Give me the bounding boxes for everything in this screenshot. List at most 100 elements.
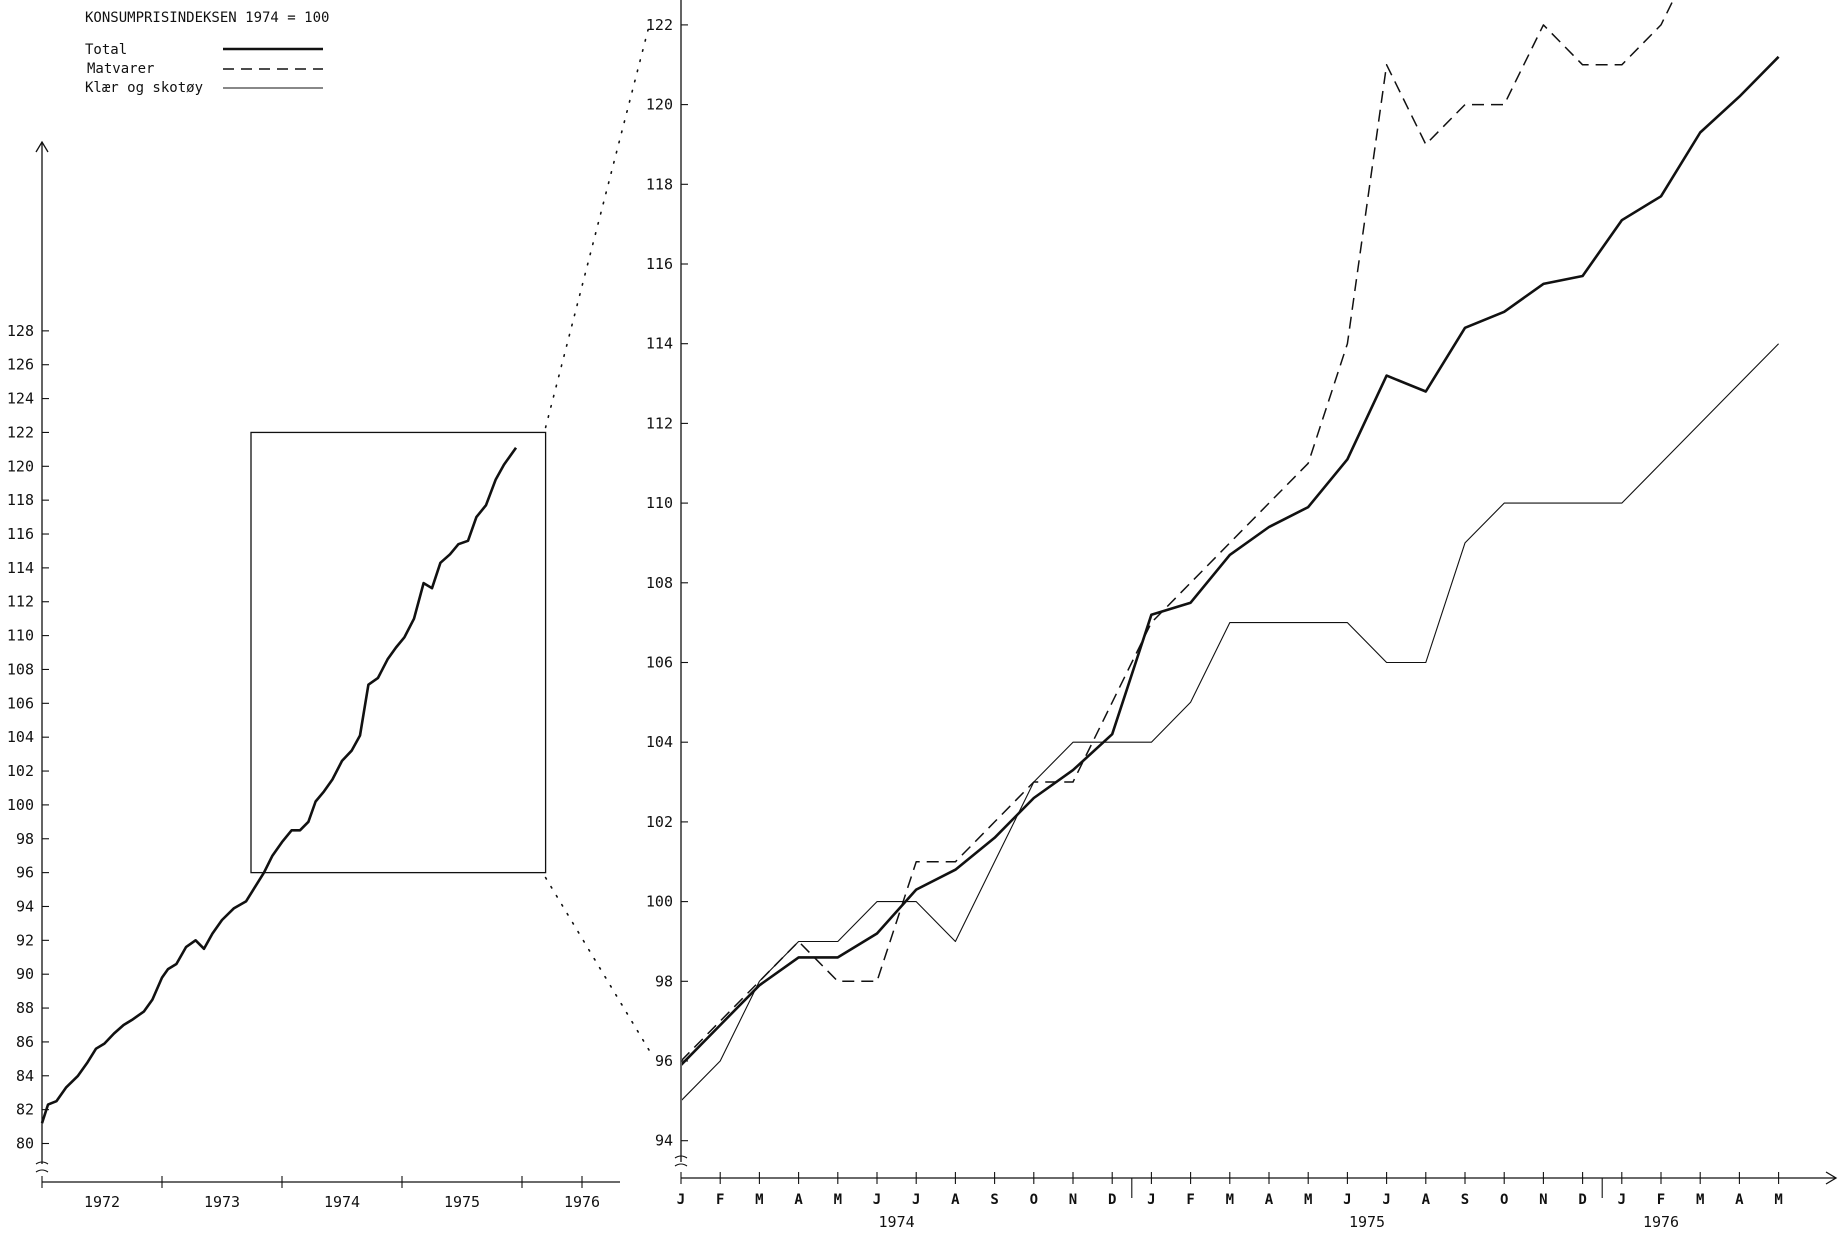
right-x-year-label: 1976 [1643,1213,1679,1231]
right-x-month-label: M [1226,1192,1234,1208]
left-y-tick-label: 84 [16,1067,34,1085]
left-y-tick-label: 92 [16,931,34,949]
left-x-tick-label: 1974 [324,1193,360,1211]
right-x-month-label: N [1069,1192,1077,1208]
right-x-month-label: O [1500,1192,1508,1208]
right-x-month-label: A [1265,1192,1274,1208]
left-y-tick-label: 98 [16,830,34,848]
right-x-ticks: J F M A M J J A S O N D J F M A M J J A S O N D J F M A M 1974 1975 197… [677,1172,1783,1231]
right-x-axis-arrow [1825,1171,1838,1185]
left-series-total-line [40,446,518,1124]
left-y-tick-label: 106 [7,694,34,712]
right-y-tick-label: 122 [646,16,673,34]
left-y-tick-label: 88 [16,999,34,1017]
right-x-month-label: M [1696,1192,1704,1208]
left-x-tick-label: 1975 [444,1193,480,1211]
left-y-tick-label: 94 [16,897,34,915]
right-series-matvarer-line [682,0,1675,1062]
left-y-tick-label: 104 [7,728,34,746]
right-x-month-label: J [912,1192,920,1208]
right-x-month-label: F [716,1192,724,1208]
right-y-tick-label: 104 [646,733,673,751]
right-x-month-label: J [1382,1192,1390,1208]
left-y-ticks: 80 82 84 86 88 90 92 94 96 98 100 102 104 106 108 110 11… [7,322,49,1153]
right-x-month-label: J [873,1192,881,1208]
zoom-box [250,29,653,1056]
left-y-tick-label: 124 [7,390,34,408]
right-x-month-label: A [794,1192,803,1208]
right-x-month-label: O [1030,1192,1038,1208]
right-x-month-label: J [1343,1192,1351,1208]
right-x-month-label: S [1461,1192,1469,1208]
legend-label-total: Total [85,42,127,58]
legend: Total Matvarer Klær og skotøy [85,42,323,96]
right-y-tick-label: 120 [646,96,673,114]
left-x-tick-label: 1976 [564,1193,600,1211]
right-x-month-label: F [1657,1192,1665,1208]
right-y-tick-label: 102 [646,813,673,831]
right-chart-axes [674,0,1838,1185]
right-y-tick-label: 118 [646,175,673,193]
right-x-month-label: M [834,1192,842,1208]
chart-title: KONSUMPRISINDEKSEN 1974 = 100 [85,10,329,26]
right-x-year-label: 1974 [879,1213,915,1231]
right-series [682,0,1780,1101]
right-series-total-line [682,55,1780,1066]
right-y-tick-label: 100 [646,893,673,911]
left-y-tick-label: 90 [16,965,34,983]
zoom-rectangle [250,431,547,874]
right-x-month-label: N [1539,1192,1547,1208]
right-y-tick-label: 116 [646,255,673,273]
left-y-tick-label: 96 [16,864,34,882]
left-y-tick-label: 116 [7,525,34,543]
left-y-tick-label: 118 [7,491,34,509]
right-y-tick-label: 110 [646,494,673,512]
right-x-month-label: D [1108,1192,1116,1208]
left-y-tick-label: 112 [7,593,34,611]
right-y-tick-label: 108 [646,574,673,592]
left-y-axis-arrow [35,140,49,153]
zoom-connector-top [544,29,649,429]
right-x-month-label: M [1304,1192,1312,1208]
left-y-tick-label: 120 [7,457,34,475]
legend-label-matvarer: Matvarer [87,61,154,77]
right-axis-break-icon [674,1155,688,1167]
left-y-tick-label: 86 [16,1033,34,1051]
left-x-ticks: 1972 1973 1974 1975 1976 [41,1176,600,1211]
right-x-month-label: A [1422,1192,1431,1208]
right-x-month-label: D [1578,1192,1586,1208]
left-y-tick-label: 128 [7,322,34,340]
left-y-tick-label: 108 [7,660,34,678]
right-x-month-label: F [1186,1192,1194,1208]
right-y-tick-label: 94 [655,1132,673,1150]
right-y-tick-label: 114 [646,335,673,353]
left-y-tick-label: 102 [7,762,34,780]
right-x-month-label: J [1618,1192,1626,1208]
left-y-tick-label: 122 [7,423,34,441]
right-y-tick-label: 112 [646,414,673,432]
right-x-month-label: M [1774,1192,1782,1208]
right-x-month-label: M [755,1192,763,1208]
left-chart-axes [35,140,620,1183]
left-y-tick-label: 114 [7,559,34,577]
right-y-ticks: 94 96 98 100 102 104 106 108 110 112 114 116 118 120 1… [646,16,688,1150]
right-y-tick-label: 96 [655,1052,673,1070]
left-y-tick-label: 82 [16,1101,34,1119]
right-x-month-label: A [1735,1192,1744,1208]
left-y-tick-label: 100 [7,796,34,814]
legend-label-klaer: Klær og skotøy [85,80,203,96]
left-y-tick-label: 110 [7,627,34,645]
right-series-klaer-line [682,343,1779,1101]
left-y-tick-label: 126 [7,356,34,374]
right-y-tick-label: 106 [646,654,673,672]
zoom-connector-bottom [544,876,653,1056]
right-y-tick-label: 98 [655,972,673,990]
right-x-month-label: S [990,1192,998,1208]
right-x-month-label: J [677,1192,685,1208]
left-axis-break-icon [35,1161,49,1173]
right-x-month-label: A [951,1192,960,1208]
left-x-tick-label: 1972 [84,1193,120,1211]
left-series [40,446,518,1124]
